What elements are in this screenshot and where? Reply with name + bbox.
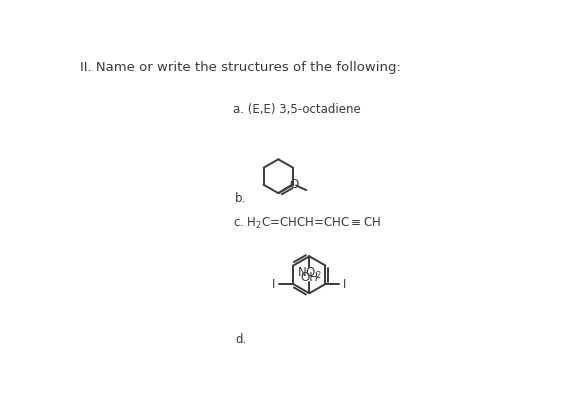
Text: II. Name or write the structures of the following:: II. Name or write the structures of the … bbox=[80, 62, 401, 75]
Text: a. (E,E) 3,5-octadiene: a. (E,E) 3,5-octadiene bbox=[233, 103, 361, 116]
Text: b.: b. bbox=[235, 193, 246, 205]
Text: O: O bbox=[289, 178, 298, 191]
Text: I: I bbox=[272, 278, 276, 291]
Text: d.: d. bbox=[235, 333, 246, 345]
Text: NO$_2$: NO$_2$ bbox=[297, 266, 321, 281]
Text: OH: OH bbox=[301, 271, 318, 283]
Text: I: I bbox=[343, 278, 346, 291]
Text: c. H$_2$C=CHCH=CHC$\equiv$CH: c. H$_2$C=CHCH=CHC$\equiv$CH bbox=[233, 216, 381, 231]
